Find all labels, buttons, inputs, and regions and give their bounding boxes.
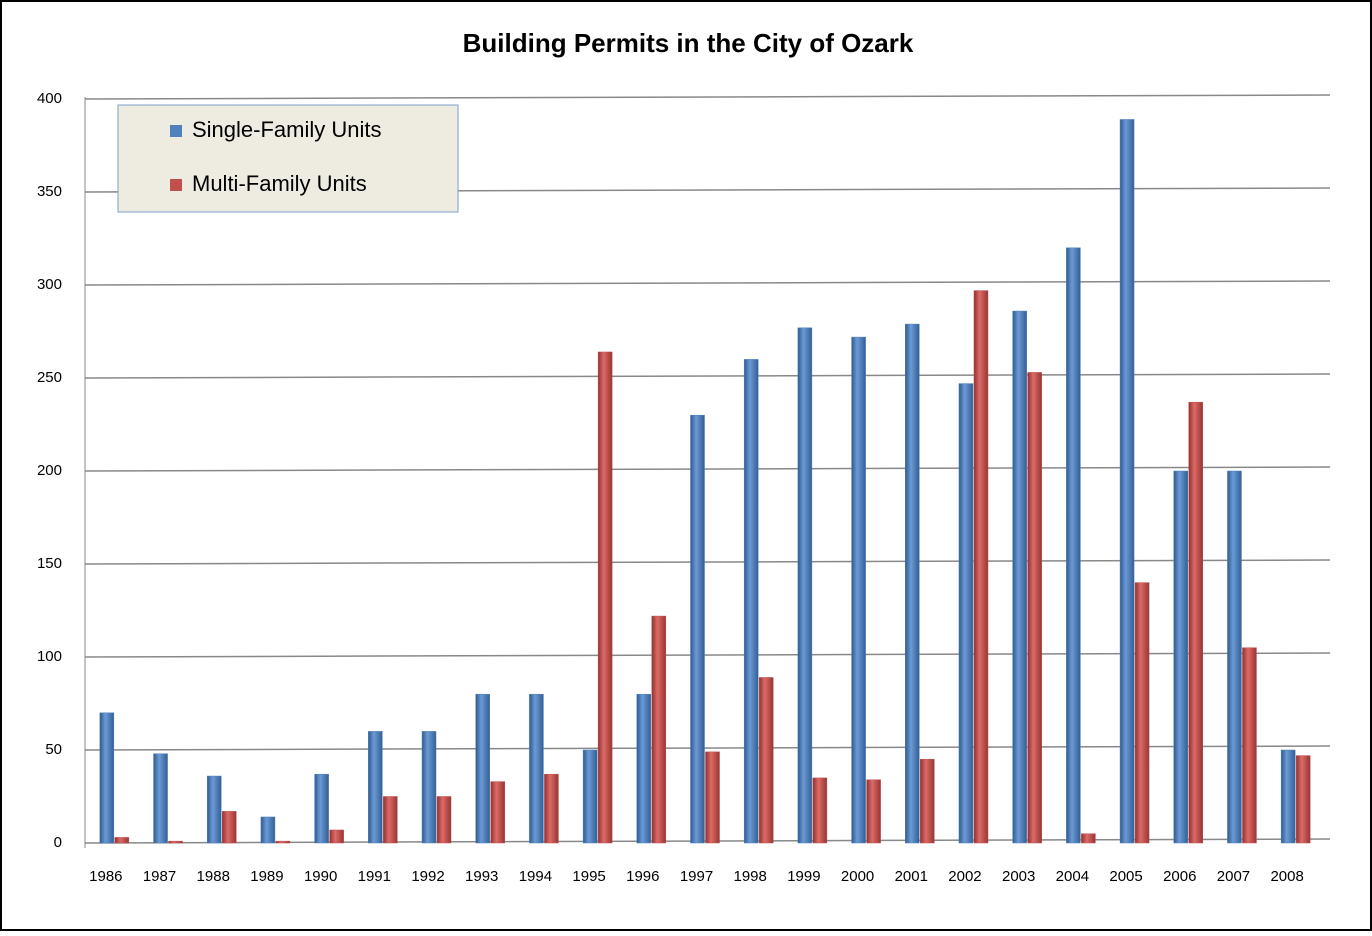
x-tick-label: 1998 bbox=[734, 868, 767, 885]
bar bbox=[636, 693, 652, 844]
bar bbox=[168, 840, 183, 844]
bar bbox=[758, 677, 774, 844]
y-tick-label: 400 bbox=[37, 90, 62, 107]
bar bbox=[812, 777, 828, 844]
x-tick-label: 2006 bbox=[1163, 868, 1196, 885]
x-tick-label: 2005 bbox=[1109, 868, 1142, 885]
bar bbox=[1280, 749, 1296, 844]
bar bbox=[436, 796, 452, 844]
bar bbox=[153, 753, 168, 844]
x-tick-label: 2003 bbox=[1002, 868, 1035, 885]
bar bbox=[475, 693, 490, 844]
y-tick-label: 100 bbox=[37, 648, 62, 665]
bar bbox=[973, 290, 989, 844]
bar bbox=[1081, 833, 1096, 844]
x-tick-label: 1989 bbox=[250, 868, 283, 885]
bar bbox=[114, 837, 130, 844]
y-tick-label: 250 bbox=[37, 369, 62, 386]
bar bbox=[1012, 310, 1027, 844]
bar bbox=[1227, 470, 1242, 844]
x-tick-label: 1993 bbox=[465, 868, 498, 885]
bar bbox=[905, 323, 920, 844]
bar bbox=[851, 336, 866, 844]
bar bbox=[597, 351, 613, 844]
y-tick-label: 50 bbox=[45, 741, 62, 758]
x-tick-label: 2007 bbox=[1217, 868, 1250, 885]
x-tick-label: 2008 bbox=[1270, 868, 1303, 885]
bar bbox=[99, 712, 115, 844]
bar bbox=[705, 751, 720, 844]
x-tick-label: 1996 bbox=[626, 868, 659, 885]
x-tick-label: 1987 bbox=[143, 868, 176, 885]
bar bbox=[743, 359, 759, 844]
bar bbox=[690, 414, 705, 844]
x-tick-label: 2002 bbox=[948, 868, 981, 885]
legend-label: Multi-Family Units bbox=[192, 171, 367, 196]
x-tick-label: 1991 bbox=[358, 868, 391, 885]
y-tick-label: 150 bbox=[37, 555, 62, 572]
y-tick-label: 200 bbox=[37, 462, 62, 479]
bar bbox=[1134, 582, 1150, 844]
bar bbox=[866, 779, 881, 844]
bar bbox=[260, 816, 276, 844]
y-tick-label: 300 bbox=[37, 276, 62, 293]
bar bbox=[1173, 470, 1189, 844]
bar bbox=[958, 383, 974, 844]
bar bbox=[544, 773, 559, 844]
x-tick-label: 1997 bbox=[680, 868, 713, 885]
chart-title: Building Permits in the City of Ozark bbox=[463, 28, 914, 58]
legend-label: Single-Family Units bbox=[192, 117, 382, 142]
bar bbox=[651, 615, 667, 844]
bar bbox=[1242, 647, 1257, 844]
x-tick-label: 1994 bbox=[519, 868, 552, 885]
legend-swatch bbox=[170, 179, 182, 191]
bar bbox=[1295, 755, 1311, 844]
bar bbox=[383, 796, 398, 844]
bar bbox=[221, 811, 237, 844]
bar bbox=[275, 840, 291, 844]
bar bbox=[329, 829, 344, 844]
legend-swatch bbox=[170, 125, 182, 137]
bar bbox=[206, 775, 222, 844]
bar bbox=[529, 693, 544, 844]
x-tick-label: 1995 bbox=[572, 868, 605, 885]
bar bbox=[920, 759, 935, 844]
x-tick-label: 1992 bbox=[411, 868, 444, 885]
bar bbox=[1066, 247, 1081, 844]
bar bbox=[1027, 372, 1042, 844]
bar bbox=[797, 327, 813, 844]
grid-line bbox=[84, 94, 1331, 100]
x-tick-label: 2004 bbox=[1056, 868, 1089, 885]
bar bbox=[314, 773, 329, 844]
y-tick-label: 0 bbox=[54, 834, 62, 851]
bar bbox=[490, 781, 505, 844]
x-tick-label: 2000 bbox=[841, 868, 874, 885]
x-tick-label: 1986 bbox=[89, 868, 122, 885]
x-tick-label: 1999 bbox=[787, 868, 820, 885]
bar bbox=[1119, 119, 1135, 844]
bar bbox=[582, 749, 598, 844]
x-tick-label: 1990 bbox=[304, 868, 337, 885]
bar bbox=[368, 731, 383, 844]
y-tick-label: 350 bbox=[37, 183, 62, 200]
x-tick-label: 1988 bbox=[197, 868, 230, 885]
bar bbox=[1188, 401, 1204, 844]
bar bbox=[421, 731, 437, 844]
x-tick-label: 2001 bbox=[895, 868, 928, 885]
legend-box bbox=[117, 104, 459, 213]
